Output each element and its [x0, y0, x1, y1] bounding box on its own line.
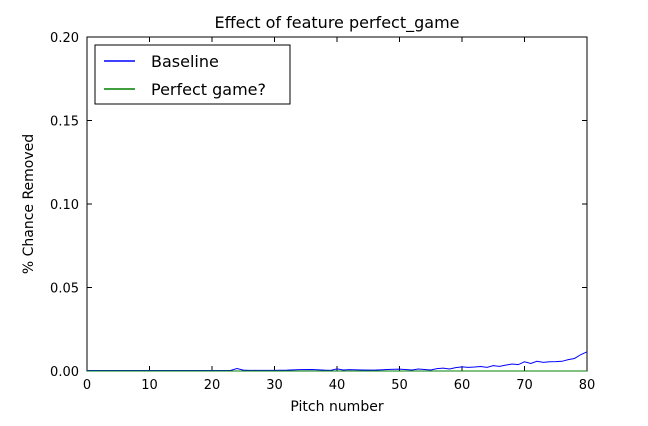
x-tick-label: 40 [329, 378, 346, 393]
legend-label-perfect-game: Perfect game? [151, 80, 266, 99]
x-tick-label: 60 [454, 378, 471, 393]
y-axis-title: % Chance Removed [21, 134, 37, 274]
legend-label-baseline: Baseline [151, 52, 219, 71]
x-tick-label: 50 [391, 378, 408, 393]
x-axis-title: Pitch number [290, 399, 383, 415]
y-tick-label: 0.00 [50, 365, 79, 380]
x-tick-label: 30 [266, 378, 283, 393]
x-tick-label: 80 [579, 378, 596, 393]
x-tick-label: 70 [516, 378, 533, 393]
y-tick-label: 0.05 [50, 282, 79, 297]
legend: Baseline Perfect game? [95, 45, 290, 104]
chart-title: Effect of feature perfect_game [214, 13, 459, 33]
y-tick-label: 0.15 [50, 115, 79, 130]
y-tick-label: 0.10 [50, 198, 79, 213]
y-tick-label: 0.20 [50, 31, 79, 46]
x-tick-label: 10 [141, 378, 158, 393]
x-tick-label: 0 [83, 378, 91, 393]
x-tick-label: 20 [204, 378, 221, 393]
